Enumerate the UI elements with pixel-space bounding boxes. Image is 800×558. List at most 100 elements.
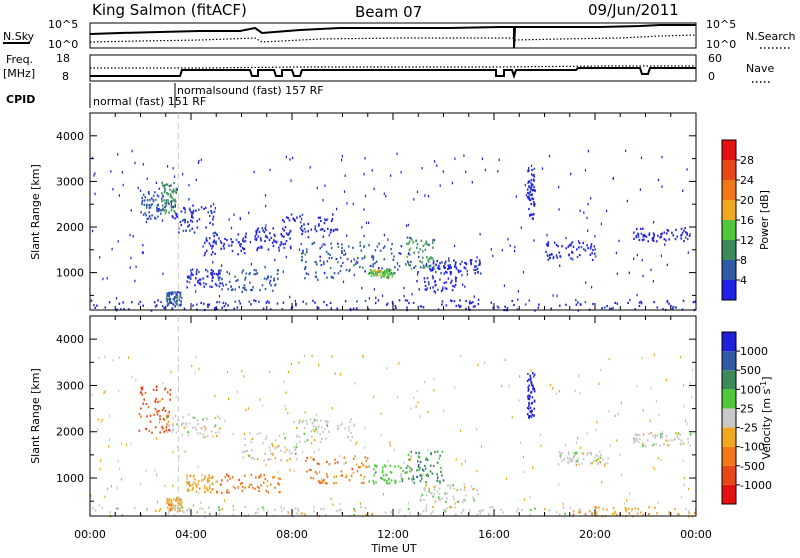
velocity-cell <box>531 413 534 416</box>
velocity-cell <box>287 370 290 374</box>
velocity-cell <box>216 480 219 483</box>
power-cell <box>437 266 440 269</box>
velocity-cell <box>156 413 159 416</box>
velocity-cell <box>326 460 328 463</box>
velocity-cell <box>599 456 602 459</box>
power-cell <box>291 156 294 160</box>
power-cell <box>526 195 529 198</box>
velocity-cell <box>286 448 288 452</box>
velocity-cell <box>617 412 619 416</box>
power-cell <box>254 235 256 238</box>
velocity-cell <box>170 499 173 502</box>
power-cell <box>642 227 644 230</box>
power-cell <box>533 203 535 206</box>
power-cell <box>557 245 559 248</box>
velocity-cell <box>247 407 250 410</box>
power-cell <box>662 308 664 311</box>
power-cell <box>172 167 174 170</box>
velocity-cell <box>325 473 328 476</box>
velocity-cell <box>157 400 159 403</box>
power-cell <box>454 157 456 160</box>
velocity-cell <box>527 386 529 389</box>
power-cell <box>175 292 177 295</box>
power-cell <box>140 189 142 192</box>
power-cell <box>182 229 185 232</box>
velocity-cell <box>194 416 196 420</box>
velocity-cell <box>527 389 530 392</box>
velocity-cell <box>204 491 206 494</box>
velocity-cell <box>534 507 536 510</box>
velocity-cell <box>611 512 614 515</box>
power-cell <box>424 284 427 287</box>
power-cell <box>174 305 177 308</box>
velocity-cell <box>668 512 671 515</box>
velocity-cell <box>449 505 451 509</box>
power-cell <box>170 200 172 203</box>
velocity-cell <box>266 485 269 488</box>
power-cell <box>479 232 481 236</box>
power-cell <box>326 218 329 221</box>
velocity-cell <box>438 496 440 499</box>
velocity-cell <box>636 433 639 437</box>
power-cell <box>388 268 391 271</box>
velocity-y-tick-label: 1000 <box>56 472 84 485</box>
power-cell <box>530 164 533 168</box>
velocity-cell <box>380 433 382 437</box>
velocity-cell <box>163 418 166 421</box>
cpid-mode-1: normal (fast) 151 RF <box>93 95 206 108</box>
power-cell <box>195 272 198 276</box>
velocity-cell <box>118 389 120 393</box>
velocity-cell <box>439 499 441 502</box>
velocity-cell <box>156 437 158 440</box>
velocity-cell <box>279 491 281 494</box>
velocity-cell <box>178 455 180 458</box>
velocity-cell <box>529 395 531 398</box>
velocity-cell <box>616 513 618 516</box>
power-cell <box>278 249 280 252</box>
power-cell <box>431 269 433 272</box>
power-cell <box>244 278 246 281</box>
power-cell <box>421 167 423 170</box>
power-cell <box>391 273 393 276</box>
power-cell <box>390 174 392 177</box>
power-cell <box>394 304 397 308</box>
velocity-cell <box>528 394 530 397</box>
power-cell <box>450 271 452 274</box>
power-cell <box>379 273 381 276</box>
velocity-cell <box>316 430 318 434</box>
velocity-cell <box>416 475 418 478</box>
velocity-cell <box>172 416 175 420</box>
power-cell <box>400 245 403 248</box>
velocity-cell <box>362 464 365 467</box>
velocity-cell <box>579 509 582 512</box>
power-cell <box>652 280 654 283</box>
power-cell <box>198 218 201 221</box>
velocity-cell <box>197 465 199 469</box>
power-cell <box>382 246 385 249</box>
power-cell <box>455 266 457 269</box>
power-cell <box>228 218 230 221</box>
velocity-cell <box>325 437 327 440</box>
power-cell <box>289 229 292 232</box>
velocity-cell <box>186 477 188 480</box>
velocity-cell <box>294 449 296 452</box>
power-cell <box>468 302 471 305</box>
velocity-cell <box>243 451 246 454</box>
velocity-cell <box>199 507 201 510</box>
power-cell <box>336 207 338 211</box>
power-cell <box>387 238 389 241</box>
velocity-cell <box>428 487 430 490</box>
power-cell <box>427 260 430 263</box>
velocity-cell <box>362 481 365 484</box>
power-cell <box>553 241 556 244</box>
power-cell <box>161 200 163 203</box>
power-cell <box>236 306 239 309</box>
velocity-cell <box>530 409 533 412</box>
velocity-cell <box>91 393 93 397</box>
velocity-cell <box>529 376 532 380</box>
power-cell <box>558 304 561 307</box>
power-cell <box>263 277 266 280</box>
power-cell <box>323 222 326 225</box>
power-cell <box>634 308 636 311</box>
